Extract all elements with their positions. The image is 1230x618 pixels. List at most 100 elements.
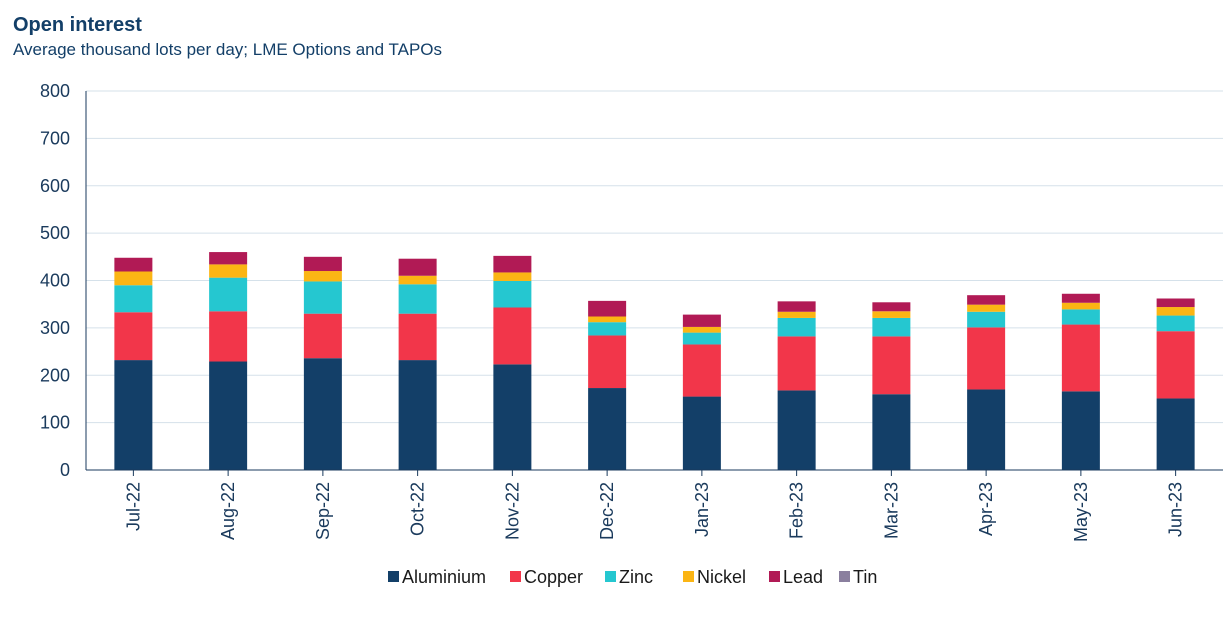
bars [114,252,1195,470]
bar-segment-lead [967,295,1006,305]
bar-segment-aluminium [303,358,342,470]
bar-segment-copper [114,312,153,361]
x-tick-label: Jan-23 [692,482,712,537]
y-tick-label: 400 [40,271,70,291]
legend-swatch [769,571,780,582]
bar-segment-lead [209,252,248,265]
bar-segment-aluminium [967,389,1006,470]
bar-segment-zinc [1061,309,1100,325]
legend-item-aluminium: Aluminium [388,567,486,587]
bar-segment-copper [1156,331,1195,399]
x-tick-label: Mar-23 [881,482,901,539]
bar-segment-copper [398,313,437,361]
bar-segment-nickel [872,311,911,318]
bar-segment-nickel [967,304,1006,312]
bar-segment-aluminium [682,396,721,470]
bar-segment-lead [588,300,627,317]
bar-segment-lead [303,256,342,272]
bar-segment-zinc [398,284,437,314]
bar-segment-aluminium [398,360,437,470]
y-axis-ticks: 0 100 200 300 400 500 600 700 800 [40,81,70,480]
bar-segment-zinc [1156,315,1195,332]
bar-segment-zinc [872,317,911,337]
bar-segment-aluminium [493,364,532,470]
bar-segment-zinc [777,317,816,337]
legend-label: Nickel [697,567,746,587]
x-tick-label: Feb-23 [787,482,807,539]
bar-segment-lead [682,314,721,327]
bar-segment-aluminium [1156,398,1195,470]
gridlines [86,90,1223,424]
y-tick-label: 600 [40,176,70,196]
bar-segment-nickel [1061,302,1100,310]
x-axis-ticks: Jul-22 Aug-22 Sep-22 Oct-22 Nov-22 Dec-22 Jan-… [123,482,1185,542]
bar-segment-lead [493,255,532,273]
bar-segment-aluminium [872,394,911,470]
legend-swatch [510,571,521,582]
bar-segment-lead [1156,298,1195,308]
bar-segment-copper [967,327,1006,390]
y-tick-label: 100 [40,413,70,433]
legend-item-lead: Lead [769,567,823,587]
bar-segment-aluminium [1061,391,1100,470]
legend-swatch [683,571,694,582]
bar-segment-lead [777,301,816,312]
bar-segment-zinc [967,311,1006,328]
legend-label: Tin [853,567,877,587]
bar-segment-aluminium [209,361,248,470]
legend-item-tin: Tin [839,567,877,587]
y-tick-label: 0 [60,460,70,480]
bar-segment-nickel [777,311,816,318]
bar-segment-aluminium [114,360,153,470]
bar-segment-copper [209,311,248,362]
bar-segment-zinc [493,280,532,308]
bar-segment-zinc [303,281,342,314]
bar-segment-nickel [588,316,627,323]
bar-segment-lead [1061,293,1100,303]
bar-segment-zinc [682,332,721,345]
bar-segment-copper [588,335,627,389]
legend-label: Lead [783,567,823,587]
bar-segment-aluminium [588,388,627,470]
x-tick-label: Aug-22 [218,482,238,540]
legend-item-copper: Copper [510,567,583,587]
legend-swatch [605,571,616,582]
bar-segment-copper [303,313,342,359]
bar-segment-zinc [209,277,248,312]
legend-label: Copper [524,567,583,587]
x-tick-label: Jul-22 [123,482,143,531]
bar-segment-zinc [114,285,153,313]
x-tick-label: Sep-22 [313,482,333,540]
chart-subtitle: Average thousand lots per day; LME Optio… [13,40,443,59]
legend-item-zinc: Zinc [605,567,653,587]
bar-segment-nickel [398,275,437,285]
bar-segment-copper [777,336,816,391]
legend-label: Zinc [619,567,653,587]
bar-segment-nickel [493,272,532,281]
legend-label: Aluminium [402,567,486,587]
x-tick-label: Nov-22 [502,482,522,540]
axes [85,91,1223,476]
legend-swatch [839,571,850,582]
bar-segment-copper [872,336,911,395]
bar-segment-copper [1061,324,1100,392]
y-tick-label: 700 [40,128,70,148]
bar-segment-copper [682,344,721,397]
bar-segment-nickel [1156,307,1195,316]
x-tick-label: Dec-22 [597,482,617,540]
bar-segment-lead [872,302,911,312]
bar-segment-nickel [209,264,248,278]
legend-item-nickel: Nickel [683,567,746,587]
x-tick-label: Apr-23 [976,482,996,536]
bar-segment-zinc [588,322,627,336]
legend-swatch [388,571,399,582]
y-tick-label: 500 [40,223,70,243]
x-tick-label: Oct-22 [408,482,428,536]
y-tick-label: 300 [40,318,70,338]
bar-segment-nickel [114,271,153,286]
y-tick-label: 800 [40,81,70,101]
bar-segment-nickel [303,271,342,282]
chart-title: Open interest [13,14,142,36]
y-tick-label: 200 [40,365,70,385]
